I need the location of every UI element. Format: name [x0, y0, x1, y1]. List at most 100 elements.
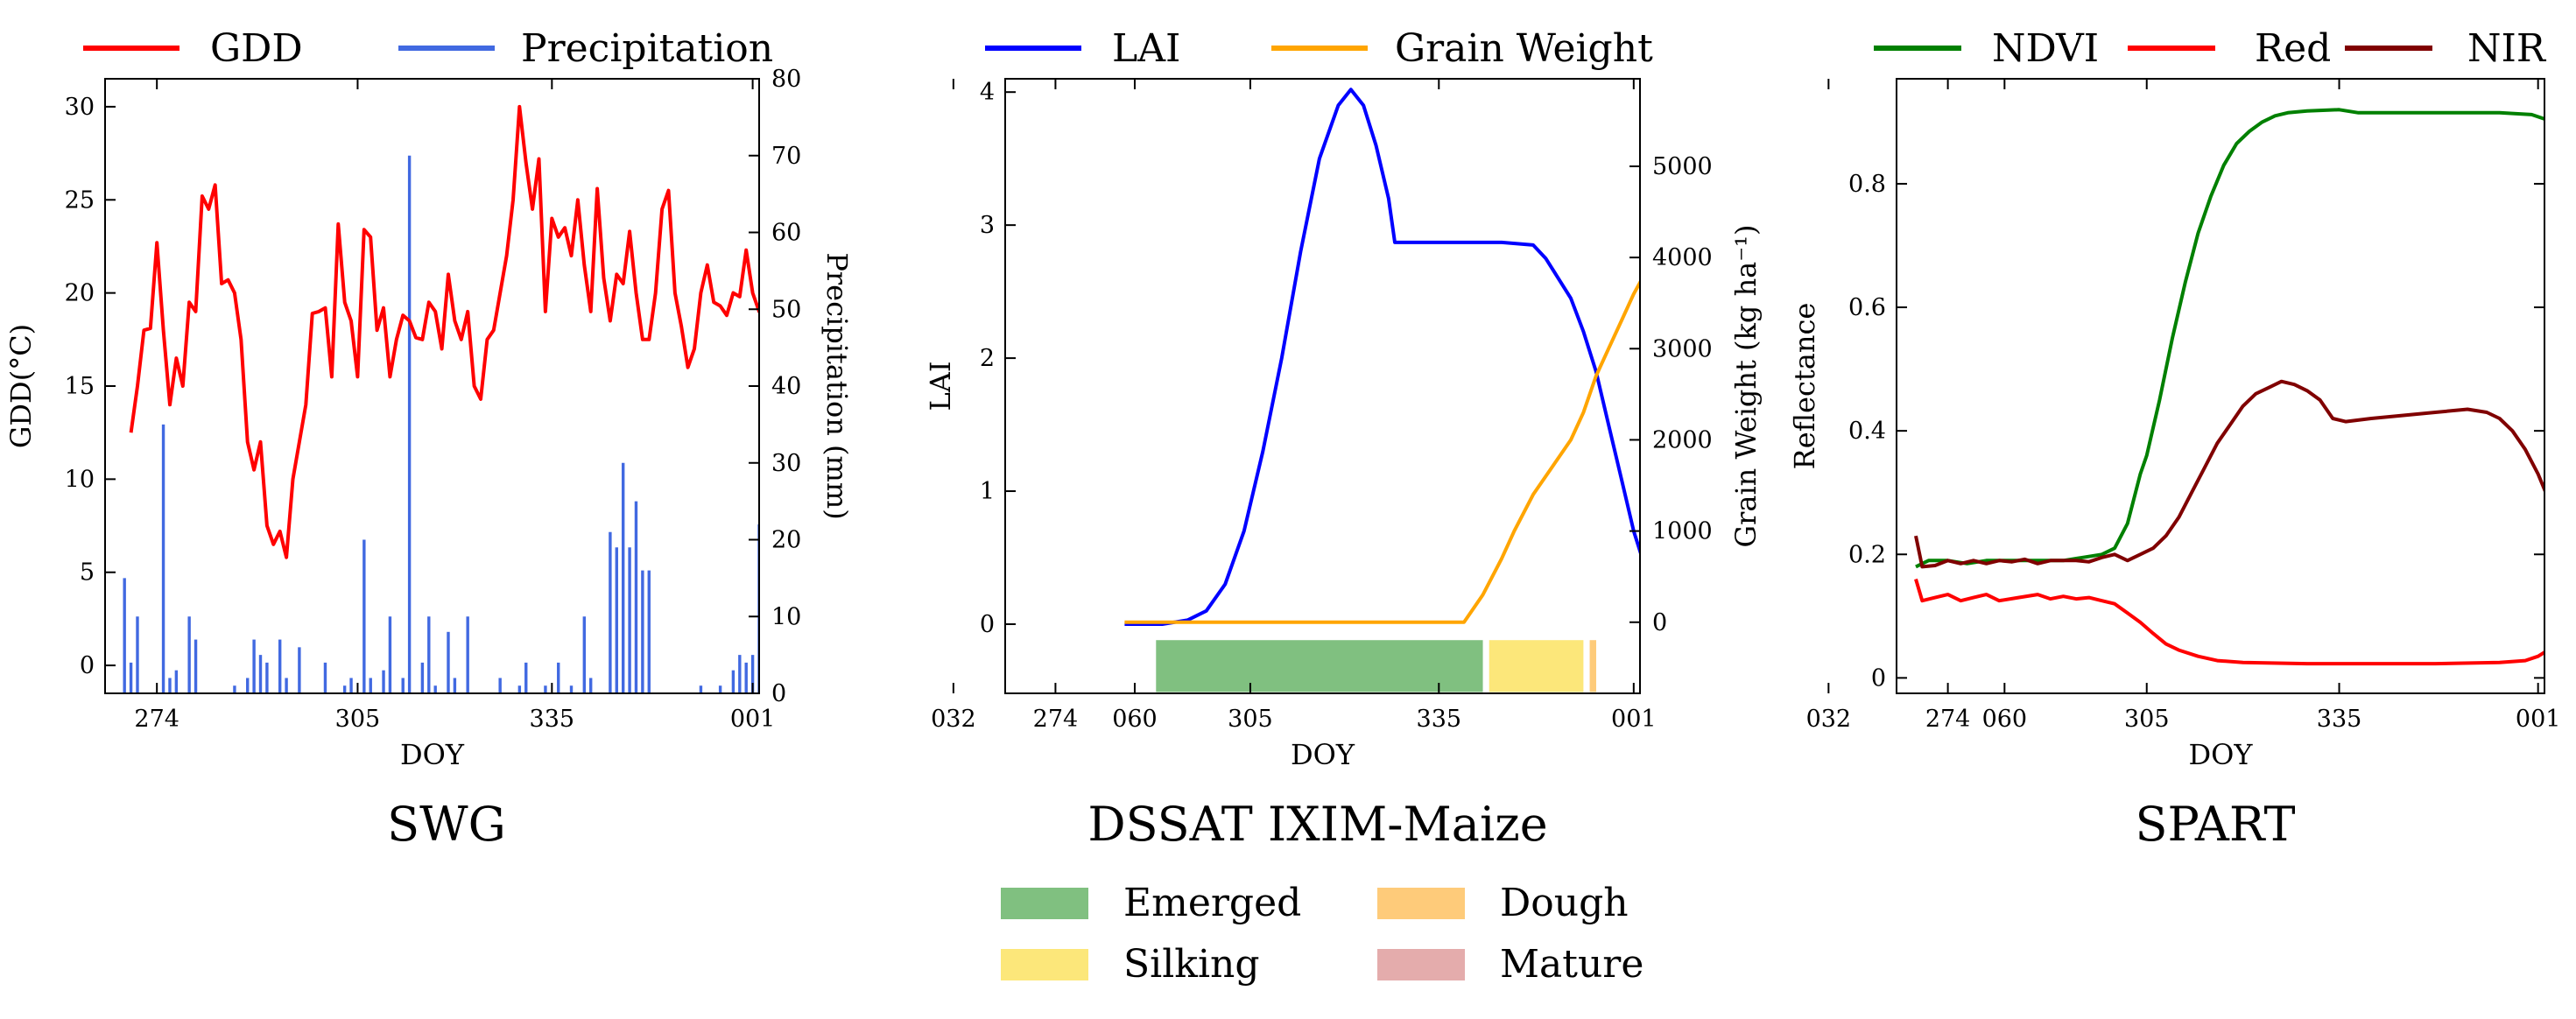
stage-legend-label: Silking — [1123, 942, 1260, 987]
y-tick-label: 1 — [980, 478, 995, 505]
x-tick-label: 060 — [1982, 706, 2028, 733]
series-nir — [1914, 379, 2544, 569]
legend-label: GDD — [210, 26, 303, 71]
y2-tick-label: 10 — [771, 603, 801, 630]
series-ndvi — [1915, 108, 2544, 569]
bar — [803, 571, 806, 693]
legend-label: NDVI — [1992, 26, 2099, 71]
bar — [323, 662, 327, 693]
y-axis: 0 1 2 3 4 — [980, 79, 1016, 638]
y2-axis: 0 10 20 30 40 50 60 70 80 — [749, 66, 801, 707]
bar — [764, 678, 767, 693]
legend-label: Red — [2255, 26, 2331, 71]
series-gdd — [129, 104, 759, 559]
y-axis: 0 5 10 15 20 25 30 — [65, 94, 116, 679]
bar — [829, 663, 832, 693]
bar — [900, 663, 903, 693]
x-tick-label: 001 — [1611, 706, 1657, 733]
bar — [641, 570, 644, 693]
x-tick-label: 001 — [730, 706, 776, 733]
bar — [427, 616, 431, 693]
bar — [1043, 655, 1045, 693]
chart-2: 274 305 335 001 032 060 DOY 0 0.2 0.4 0.6 0.8 Reflec… — [1788, 26, 2560, 852]
bar — [388, 616, 392, 693]
x-tick-label: 274 — [1925, 706, 1971, 733]
bar — [997, 663, 1000, 693]
x-axis-label: DOY — [1291, 738, 1355, 771]
bar — [517, 685, 522, 693]
bar — [647, 570, 651, 693]
bar — [744, 662, 748, 693]
y2-axis-label: Precipitation (mm) — [820, 252, 854, 519]
y2-tick-label: 50 — [771, 296, 801, 323]
bar — [258, 655, 263, 693]
y2-tick-label: 3000 — [1652, 335, 1713, 362]
bar — [161, 424, 165, 693]
bar — [498, 678, 502, 693]
bar — [991, 663, 994, 693]
bar — [1140, 578, 1143, 693]
stage-bars — [1156, 640, 1596, 692]
y-tick-label: 0.8 — [1848, 171, 1886, 198]
bar — [420, 662, 425, 693]
x-axis-label: DOY — [400, 738, 465, 771]
legend-label: Grain Weight — [1395, 26, 1653, 71]
bar — [342, 685, 347, 693]
bar — [123, 578, 126, 693]
x-axis-label: DOY — [2188, 738, 2253, 771]
bar — [1120, 678, 1123, 693]
bar — [233, 685, 236, 693]
bar — [634, 501, 638, 693]
bar — [855, 678, 857, 693]
y-tick-label: 0 — [80, 652, 95, 679]
bar — [750, 655, 755, 693]
bar — [246, 678, 250, 693]
legend-label: LAI — [1112, 26, 1180, 71]
bar — [557, 662, 560, 693]
y2-tick-label: 5000 — [1652, 153, 1713, 180]
bar — [965, 685, 968, 693]
y-tick-label: 5 — [80, 559, 95, 587]
x-tick-label: 032 — [1806, 706, 1852, 733]
stage-legend-swatch — [1377, 949, 1465, 980]
y-tick-label: 3 — [980, 212, 995, 239]
bar — [1094, 586, 1097, 693]
y-axis-label: Reflectance — [1788, 303, 1821, 470]
y2-axis: 0 1000 2000 3000 4000 5000 — [1629, 153, 1713, 636]
bar — [447, 631, 450, 693]
bar — [285, 678, 288, 693]
bar — [628, 547, 631, 693]
x-tick-label: 032 — [931, 706, 976, 733]
stage-legend-label: Mature — [1500, 942, 1643, 987]
y-tick-label: 0 — [1871, 664, 1886, 692]
y2-tick-label: 30 — [771, 450, 801, 477]
chart-0: 274 305 335 001 032 060DOY051015202530GDD(°C)… — [4, 26, 1158, 852]
x-tick-label: 335 — [2317, 706, 2362, 733]
series-red — [1914, 578, 2544, 666]
legend-label: Precipitation — [521, 26, 773, 71]
legend-label: NIR — [2467, 26, 2547, 71]
chart-1: 274 305 335 001 032 060 DOY 0 1 2 3 4 LAI 0 1000 2000 30… — [924, 26, 2027, 987]
bar — [466, 616, 469, 693]
series-lai — [1124, 88, 1640, 626]
stage-legend-swatch — [1377, 888, 1465, 919]
y2-tick-label: 70 — [771, 143, 801, 170]
bar — [615, 547, 618, 693]
bar — [401, 678, 405, 693]
chart-title: SPART — [2135, 797, 2295, 852]
bar — [589, 678, 593, 693]
y2-tick-label: 4000 — [1652, 244, 1713, 271]
bar — [1075, 671, 1078, 693]
bar — [174, 670, 179, 693]
bar — [1081, 678, 1084, 693]
x-tick-label: 335 — [1417, 706, 1462, 733]
y2-tick-label: 0 — [771, 680, 786, 707]
x-tick-label: 305 — [2124, 706, 2170, 733]
x-tick-label: 274 — [1033, 706, 1079, 733]
bar — [978, 647, 981, 693]
stage-legend-swatch — [1001, 888, 1088, 919]
